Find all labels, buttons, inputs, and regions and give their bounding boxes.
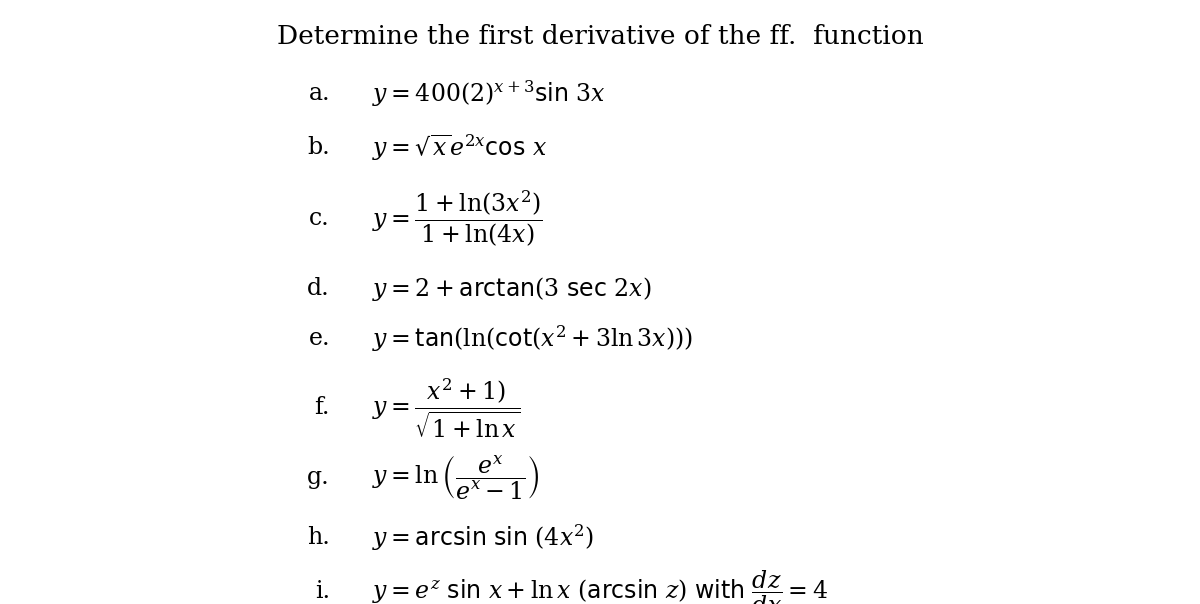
Text: $y = \ln\left(\dfrac{e^{x}}{e^{x}-1}\right)$: $y = \ln\left(\dfrac{e^{x}}{e^{x}-1}\rig… xyxy=(372,453,540,501)
Text: a.: a. xyxy=(308,82,330,105)
Text: $y = \dfrac{x^{2}+1)}{\sqrt{1+\ln x}}$: $y = \dfrac{x^{2}+1)}{\sqrt{1+\ln x}}$ xyxy=(372,376,521,440)
Text: $y = 400(2)^{x+3}\mathregular{sin}\ 3x$: $y = 400(2)^{x+3}\mathregular{sin}\ 3x$ xyxy=(372,79,606,109)
Text: d.: d. xyxy=(307,277,330,300)
Text: $y = \mathregular{arcsin}\ \mathregular{sin}\ (4x^{2})$: $y = \mathregular{arcsin}\ \mathregular{… xyxy=(372,522,594,553)
Text: $y = \dfrac{1+\ln(3x^{2})}{1+\ln(4x)}$: $y = \dfrac{1+\ln(3x^{2})}{1+\ln(4x)}$ xyxy=(372,189,542,248)
Text: $y = 2 + \mathregular{arctan}(3\ \mathregular{sec}\ 2x)$: $y = 2 + \mathregular{arctan}(3\ \mathre… xyxy=(372,275,652,303)
Text: f.: f. xyxy=(314,396,330,419)
Text: i.: i. xyxy=(314,580,330,603)
Text: c.: c. xyxy=(310,207,330,230)
Text: e.: e. xyxy=(308,327,330,350)
Text: Determine the first derivative of the ff.  function: Determine the first derivative of the ff… xyxy=(277,24,923,49)
Text: $y = \mathregular{tan}(\ln(\mathregular{cot}(x^{2} + 3\ln 3x)))$: $y = \mathregular{tan}(\ln(\mathregular{… xyxy=(372,323,692,353)
Text: b.: b. xyxy=(307,137,330,159)
Text: $y = e^{z}\ \mathregular{sin}\ x + \ln x\ (\mathregular{arcsin}\ z)\ \mathregula: $y = e^{z}\ \mathregular{sin}\ x + \ln x… xyxy=(372,568,828,604)
Text: h.: h. xyxy=(307,526,330,549)
Text: g.: g. xyxy=(307,466,330,489)
Text: $y = \sqrt{x}e^{2x}\mathregular{cos}\ x$: $y = \sqrt{x}e^{2x}\mathregular{cos}\ x$ xyxy=(372,133,547,163)
